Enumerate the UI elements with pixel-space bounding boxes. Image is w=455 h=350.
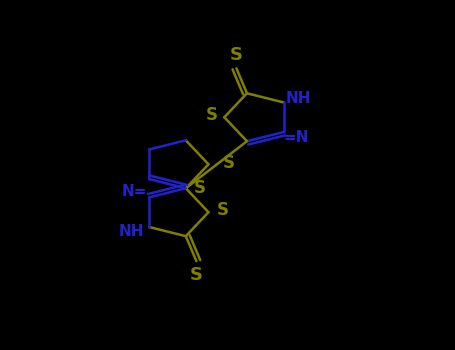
- Text: NH: NH: [285, 91, 311, 106]
- Text: N=: N=: [122, 184, 147, 198]
- Text: =N: =N: [283, 130, 309, 145]
- Text: S: S: [223, 154, 235, 172]
- Text: S: S: [217, 202, 229, 219]
- Text: NH: NH: [118, 224, 144, 239]
- Text: S: S: [190, 266, 203, 284]
- Text: S: S: [193, 178, 206, 197]
- Text: S: S: [230, 46, 243, 64]
- Text: S: S: [206, 106, 217, 125]
